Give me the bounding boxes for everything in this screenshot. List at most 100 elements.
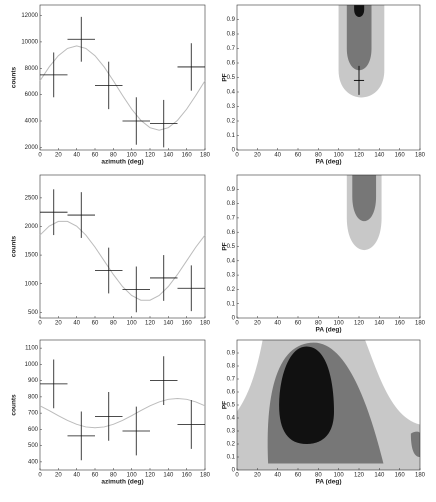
y-tick-label: 0.7 — [227, 215, 236, 221]
y-tick-label: 900 — [28, 378, 39, 384]
x-tick-label: 120 — [145, 473, 156, 479]
x-axis-label: PA (deg) — [316, 159, 342, 166]
x-tick-label: 120 — [354, 473, 365, 479]
confidence-region — [237, 340, 263, 412]
x-axis-label: PA (deg) — [316, 479, 342, 486]
x-tick-label: 180 — [415, 153, 426, 159]
x-tick-label: 0 — [38, 153, 42, 159]
x-tick-label: 180 — [200, 473, 211, 479]
x-tick-label: 60 — [92, 473, 99, 479]
x-tick-label: 0 — [38, 473, 42, 479]
confidence-region — [365, 340, 420, 425]
y-tick-label: 0.5 — [227, 244, 236, 250]
x-tick-label: 60 — [295, 153, 302, 159]
y-tick-label: 10000 — [21, 39, 38, 45]
y-tick-label: 0.1 — [227, 301, 236, 307]
y-tick-label: 1000 — [25, 362, 39, 368]
x-tick-label: 20 — [55, 321, 62, 327]
x-tick-label: 160 — [395, 153, 406, 159]
y-tick-label: 0 — [232, 148, 236, 154]
y-tick-label: 800 — [28, 394, 39, 400]
x-tick-label: 180 — [200, 153, 211, 159]
y-tick-label: 700 — [28, 411, 39, 417]
y-tick-label: 2000 — [25, 145, 39, 151]
x-tick-label: 100 — [127, 321, 138, 327]
x-tick-label: 100 — [334, 321, 345, 327]
y-tick-label: 4000 — [25, 119, 39, 125]
y-tick-label: 0.3 — [227, 429, 236, 435]
x-tick-label: 120 — [145, 321, 156, 327]
x-tick-label: 140 — [374, 473, 385, 479]
x-tick-label: 180 — [415, 473, 426, 479]
confidence-region — [410, 431, 420, 457]
x-tick-label: 120 — [145, 153, 156, 159]
x-tick-label: 60 — [92, 153, 99, 159]
x-axis-label: azimuth (deg) — [101, 159, 143, 166]
x-tick-label: 160 — [182, 321, 193, 327]
axes-frame — [236, 174, 421, 319]
y-axis-label: counts — [11, 394, 18, 416]
x-tick-label: 140 — [163, 321, 174, 327]
x-tick-label: 40 — [274, 321, 281, 327]
x-tick-label: 0 — [38, 321, 42, 327]
y-tick-label: 0.4 — [227, 258, 236, 264]
axes-frame — [236, 4, 421, 151]
y-tick-label: 400 — [28, 459, 39, 465]
fit-curve — [39, 45, 206, 131]
y-axis-label: PF — [222, 401, 229, 409]
y-tick-label: 0.4 — [227, 416, 236, 422]
y-axis-label: counts — [11, 235, 18, 257]
x-tick-label: 20 — [55, 473, 62, 479]
y-tick-label: 0.3 — [227, 104, 236, 110]
x-tick-label: 80 — [315, 473, 322, 479]
x-tick-label: 20 — [55, 153, 62, 159]
x-tick-label: 100 — [127, 153, 138, 159]
y-tick-label: 0 — [232, 468, 236, 474]
x-tick-label: 40 — [274, 153, 281, 159]
y-tick-label: 0.6 — [227, 61, 236, 67]
y-tick-label: 12000 — [21, 13, 38, 19]
y-tick-label: 500 — [28, 443, 39, 449]
x-tick-label: 180 — [415, 321, 426, 327]
y-tick-label: 0.2 — [227, 287, 236, 293]
y-tick-label: 1500 — [25, 253, 39, 259]
y-tick-label: 0.9 — [227, 17, 236, 23]
y-tick-label: 0.8 — [227, 364, 236, 370]
x-tick-label: 40 — [73, 321, 80, 327]
confidence-region — [279, 346, 334, 444]
x-tick-label: 80 — [110, 473, 117, 479]
x-tick-label: 40 — [73, 473, 80, 479]
x-tick-label: 60 — [295, 321, 302, 327]
y-tick-label: 2000 — [25, 224, 39, 230]
confidence-region — [354, 5, 365, 17]
x-tick-label: 80 — [110, 153, 117, 159]
x-tick-label: 160 — [395, 321, 406, 327]
y-tick-label: 500 — [28, 310, 39, 316]
y-tick-label: 2500 — [25, 195, 39, 201]
y-tick-label: 0.8 — [227, 201, 236, 207]
x-tick-label: 140 — [163, 153, 174, 159]
y-tick-label: 0.9 — [227, 187, 236, 193]
y-tick-label: 0.8 — [227, 32, 236, 38]
x-tick-label: 180 — [200, 321, 211, 327]
axes-frame — [39, 4, 206, 151]
y-tick-label: 0.3 — [227, 273, 236, 279]
x-tick-label: 40 — [73, 153, 80, 159]
x-tick-label: 60 — [295, 473, 302, 479]
y-tick-label: 0.2 — [227, 119, 236, 125]
x-tick-label: 60 — [92, 321, 99, 327]
y-tick-label: 0 — [232, 316, 236, 322]
axes-frame — [39, 174, 206, 319]
axes-frame — [39, 339, 206, 471]
y-tick-label: 8000 — [25, 66, 39, 72]
x-tick-label: 140 — [374, 321, 385, 327]
confidence-region — [346, 5, 372, 71]
x-tick-label: 20 — [254, 153, 261, 159]
y-tick-label: 0.4 — [227, 90, 236, 96]
x-tick-label: 80 — [315, 153, 322, 159]
fit-curve — [39, 397, 206, 429]
x-tick-label: 160 — [182, 473, 193, 479]
x-tick-label: 120 — [354, 321, 365, 327]
x-tick-label: 140 — [163, 473, 174, 479]
y-tick-label: 0.7 — [227, 46, 236, 52]
